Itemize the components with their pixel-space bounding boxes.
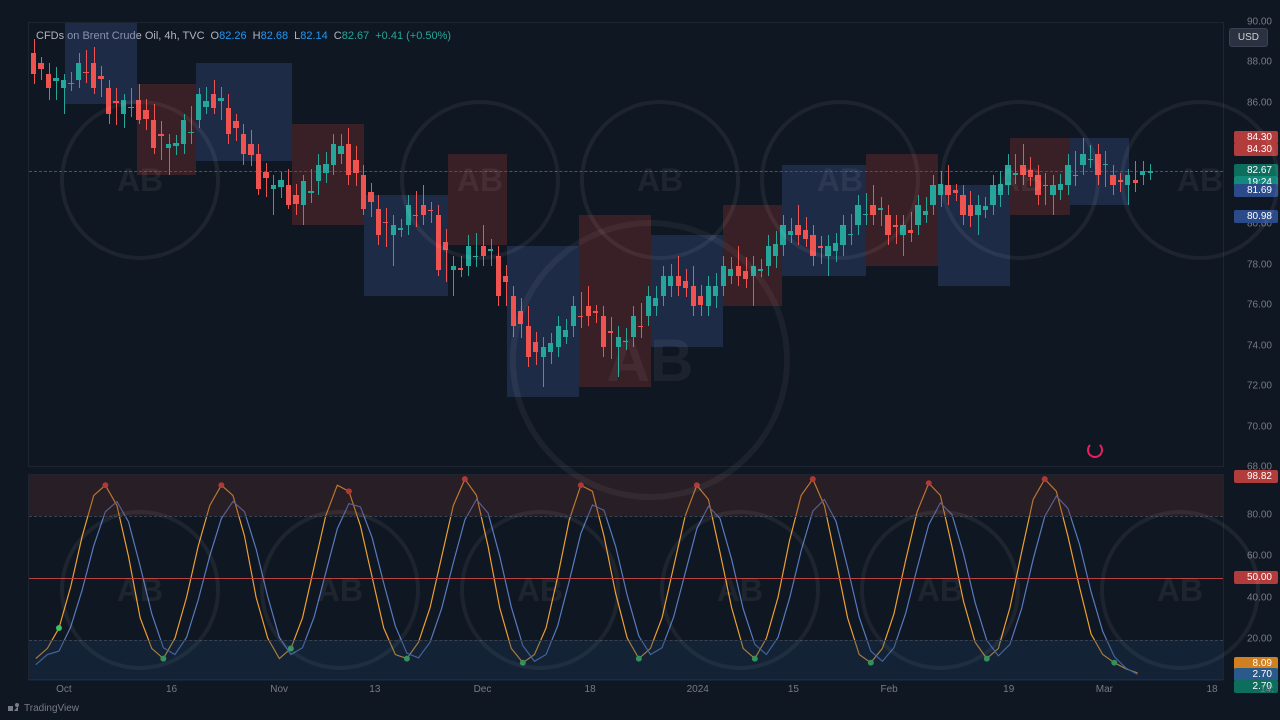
candle: [331, 144, 336, 164]
watermark-logo: AB: [60, 100, 220, 260]
watermark-logo: AB: [660, 510, 820, 670]
candle: [211, 94, 216, 108]
candle: [53, 78, 58, 80]
watermark-logo: AB: [510, 220, 790, 500]
candle: [451, 266, 456, 270]
candle: [226, 108, 231, 134]
candle: [91, 63, 96, 87]
candle: [196, 94, 201, 120]
oscillator-level-line: [29, 516, 1223, 517]
watermark-logo: AB: [940, 100, 1100, 260]
oscillator-trough-dot: [56, 625, 62, 631]
candle: [241, 134, 246, 154]
y-axis-tick: 72.00: [1247, 381, 1272, 392]
candle: [1103, 164, 1108, 165]
candle: [1110, 175, 1115, 185]
candle: [203, 101, 208, 107]
y-axis-tick: 78.00: [1247, 259, 1272, 270]
x-axis-tick: Nov: [270, 684, 288, 695]
candle: [923, 211, 928, 215]
oscillator-y-tick: 80.00: [1247, 510, 1272, 521]
candle: [376, 209, 381, 235]
x-axis-tick: 18: [1206, 684, 1217, 695]
candle: [83, 72, 88, 74]
candle: [316, 165, 321, 181]
oscillator-level-line: [29, 640, 1223, 641]
candle: [278, 180, 283, 186]
candle: [256, 154, 261, 188]
y-axis-tick: 70.00: [1247, 421, 1272, 432]
candle: [301, 181, 306, 205]
candle: [398, 228, 403, 231]
candle: [361, 175, 366, 209]
y-axis-tick: 76.00: [1247, 300, 1272, 311]
candle: [293, 195, 298, 204]
x-axis-tick: Mar: [1096, 684, 1113, 695]
timezone-label[interactable]: 14:: [1260, 684, 1274, 695]
candle: [383, 222, 388, 223]
oscillator-axis-tag: 98.82: [1234, 470, 1278, 483]
x-axis-tick: 2024: [687, 684, 709, 695]
watermark-logo: AB: [400, 100, 560, 260]
candle: [773, 244, 778, 255]
y-axis-tick: 74.00: [1247, 340, 1272, 351]
footer-brand: TradingView: [8, 702, 79, 714]
watermark-logo: AB: [760, 100, 920, 260]
watermark-logo: AB: [60, 510, 220, 670]
watermark-logo: AB: [1100, 510, 1260, 670]
candle: [758, 269, 763, 271]
time-x-axis[interactable]: Oct16Nov13Dec18202415Feb19Mar1814:: [28, 682, 1224, 702]
candle: [338, 146, 343, 154]
watermark-logo: AB: [460, 510, 620, 670]
x-axis-tick: 16: [166, 684, 177, 695]
footer-brand-text: TradingView: [24, 703, 79, 714]
candle: [76, 63, 81, 79]
tradingview-logo-icon: [8, 702, 20, 714]
candle: [31, 53, 36, 73]
x-axis-tick: Feb: [880, 684, 897, 695]
candle: [248, 144, 253, 155]
candle: [323, 164, 328, 173]
candle: [61, 80, 66, 88]
candle: [503, 276, 508, 282]
x-axis-tick: 13: [369, 684, 380, 695]
oscillator-zone: [29, 640, 1223, 681]
candle: [218, 98, 223, 101]
oscillator-y-tick: 20.00: [1247, 633, 1272, 644]
candle: [346, 144, 351, 174]
candle: [458, 268, 463, 270]
x-axis-tick: 15: [788, 684, 799, 695]
y-axis-tick: 90.00: [1247, 17, 1272, 28]
candle: [68, 83, 73, 84]
candle: [496, 256, 501, 296]
candle: [98, 76, 103, 79]
candle: [353, 160, 358, 173]
y-axis-tick: 88.00: [1247, 57, 1272, 68]
candle: [38, 63, 43, 68]
candle: [233, 121, 238, 128]
candle: [46, 74, 51, 88]
x-axis-tick: 19: [1003, 684, 1014, 695]
candle: [308, 191, 313, 193]
candle: [368, 192, 373, 202]
x-axis-tick: Oct: [56, 684, 72, 695]
candle: [908, 230, 913, 233]
candle: [286, 185, 291, 205]
replay-icon[interactable]: [1087, 442, 1103, 458]
candle: [930, 185, 935, 205]
x-axis-tick: Dec: [474, 684, 492, 695]
candle: [391, 225, 396, 235]
candle: [271, 185, 276, 189]
candle: [766, 246, 771, 266]
candle: [915, 205, 920, 225]
x-axis-tick: 18: [585, 684, 596, 695]
y-axis-tick: 86.00: [1247, 97, 1272, 108]
candle: [263, 172, 268, 178]
watermark-logo: AB: [860, 510, 1020, 670]
watermark-logo: AB: [260, 510, 420, 670]
watermark-logo: AB: [1120, 100, 1280, 260]
